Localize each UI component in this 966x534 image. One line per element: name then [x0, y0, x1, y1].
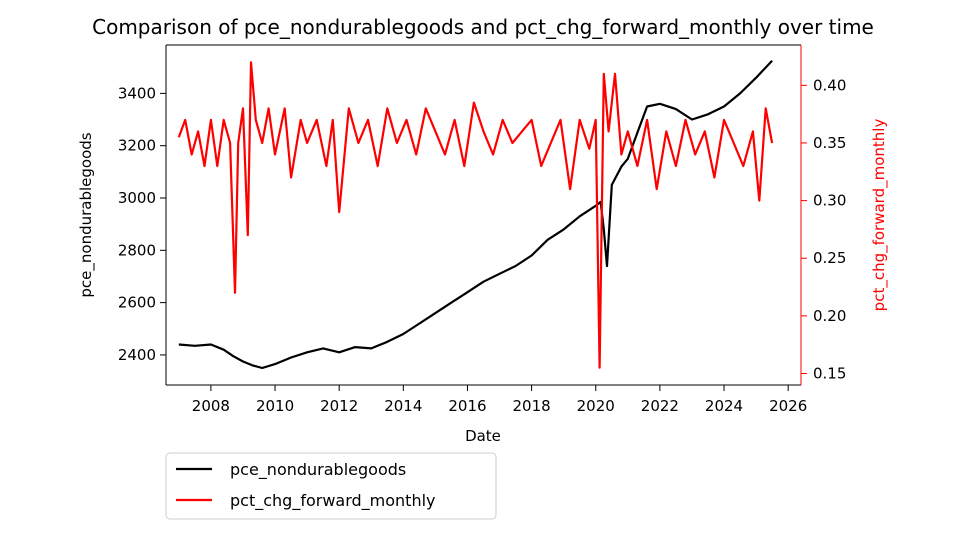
y-right-tick-label: 0.30: [813, 192, 846, 210]
legend-label-pce-nondurablegoods: pce_nondurablegoods: [230, 460, 406, 480]
x-tick-label: 2012: [320, 397, 358, 415]
x-tick-label: 2026: [769, 397, 807, 415]
series-line-pct-chg-forward-monthly: [177, 61, 774, 369]
y-left-tick-label: 2800: [118, 241, 156, 259]
y-right-tick-label: 0.25: [813, 249, 846, 267]
x-tick-label: 2022: [641, 397, 679, 415]
y-left-tick-label: 2400: [118, 346, 156, 364]
series-line-pce-nondurablegoods: [178, 59, 773, 370]
y-left-tick-label: 3400: [118, 84, 156, 102]
legend-box: [165, 452, 497, 520]
x-tick-label: 2020: [577, 397, 615, 415]
y-right-tick-label: 0.35: [813, 134, 846, 152]
x-tick-label: 2018: [513, 397, 551, 415]
legend: pce_nondurablegoods pct_chg_forward_mont…: [165, 452, 497, 520]
y-left-tick-label: 3000: [118, 189, 156, 207]
x-tick-label: 2016: [448, 397, 486, 415]
legend-label-pct-chg-forward-monthly: pct_chg_forward_monthly: [230, 491, 436, 511]
x-tick-label: 2014: [384, 397, 422, 415]
y-right-tick-label: 0.20: [813, 307, 846, 325]
y-right-tick-label: 0.40: [813, 76, 846, 94]
y-left-tick-label: 3200: [118, 137, 156, 155]
x-tick-label: 2008: [192, 397, 230, 415]
y-axis-label-right: pct_chg_forward_monthly: [870, 119, 889, 312]
y-left-tick-label: 2600: [118, 294, 156, 312]
y-axis-label-left: pce_nondurablegoods: [77, 132, 96, 297]
chart-title: Comparison of pce_nondurablegoods and pc…: [92, 15, 874, 39]
plot-area: 2008 2010 2012 2014 2016 2018 2020 2022 2024 2026…: [118, 44, 846, 415]
x-tick-label: 2024: [705, 397, 743, 415]
y-right-tick-label: 0.15: [813, 364, 846, 382]
x-tick-label: 2010: [256, 397, 294, 415]
x-axis-label: Date: [465, 427, 501, 445]
